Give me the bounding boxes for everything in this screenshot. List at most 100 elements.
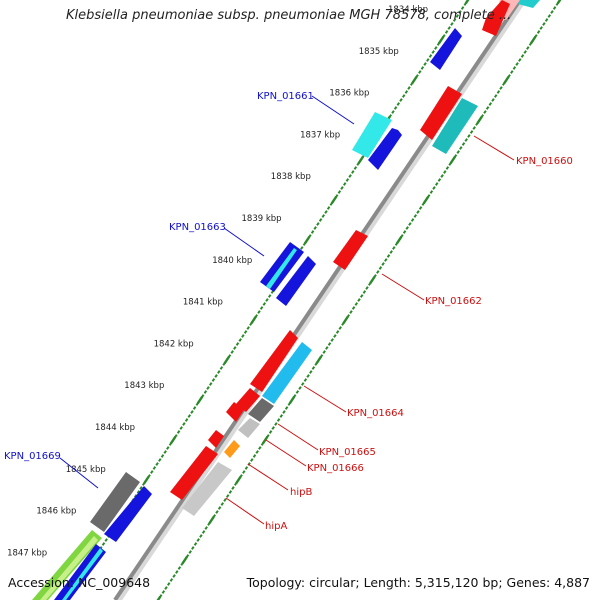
inner-ring-tick bbox=[449, 156, 456, 164]
outer-ring-tick bbox=[150, 470, 154, 474]
leader-kpn01664 bbox=[303, 385, 347, 413]
tick-label: 1846 kbp bbox=[36, 507, 76, 517]
gene-blue-01663b[interactable] bbox=[276, 256, 316, 306]
gene-kpn01660[interactable] bbox=[420, 86, 462, 140]
inner-ring-tick bbox=[402, 230, 407, 234]
inner-ring-tick bbox=[217, 506, 222, 510]
inner-ring-tick bbox=[284, 406, 289, 410]
inner-ring-tick bbox=[327, 342, 332, 346]
leader-hipA bbox=[225, 497, 265, 525]
tick-label: 1835 kbp bbox=[359, 47, 399, 57]
gene-red-hipb-b[interactable] bbox=[170, 446, 218, 500]
gene-red-hipb-a[interactable] bbox=[208, 430, 224, 448]
outer-ring-tick bbox=[152, 466, 157, 470]
gene-hipA[interactable] bbox=[182, 462, 232, 516]
inner-ring-tick bbox=[467, 134, 471, 138]
label-kpn01664[interactable]: KPN_01664 bbox=[347, 408, 404, 419]
inner-ring-tick bbox=[172, 574, 176, 578]
leader-kpn01669 bbox=[59, 457, 99, 489]
inner-ring-tick bbox=[215, 510, 219, 514]
outer-ring-tick bbox=[182, 422, 186, 426]
gene-kpn01663-cyan[interactable] bbox=[266, 248, 297, 289]
inner-ring-tick bbox=[445, 166, 450, 170]
outer-ring-tick bbox=[176, 430, 181, 434]
inner-ring-tick bbox=[242, 470, 246, 474]
inner-ring-tick bbox=[255, 450, 259, 454]
outer-ring-tick bbox=[438, 36, 445, 44]
label-kpn01669[interactable]: KPN_01669 bbox=[4, 451, 61, 462]
label-kpn01661[interactable]: KPN_01661 bbox=[257, 91, 314, 102]
gene-kpn01662[interactable] bbox=[333, 230, 368, 270]
outer-ring-tick bbox=[329, 202, 334, 206]
outer-ring-tick bbox=[337, 190, 342, 194]
gene-red-small-b[interactable] bbox=[236, 388, 260, 412]
leader-kpn01661 bbox=[311, 95, 355, 125]
tick-label: 1843 kbp bbox=[124, 381, 164, 391]
outer-ring-tick bbox=[434, 46, 438, 50]
inner-ring-tick bbox=[542, 22, 546, 26]
gene-kpn01665[interactable] bbox=[248, 398, 274, 422]
gene-blue-01661b[interactable] bbox=[368, 128, 402, 170]
inner-ring-tick bbox=[252, 454, 257, 458]
label-hipA[interactable]: hipA bbox=[265, 521, 287, 532]
accession-text: Accession: NC_009648 bbox=[8, 575, 151, 590]
inner-ring-tick bbox=[396, 236, 403, 244]
outer-ring-tick bbox=[187, 414, 192, 418]
leader-kpn01660 bbox=[473, 135, 515, 161]
inner-ring-tick bbox=[443, 170, 447, 174]
tick-label: 1836 kbp bbox=[329, 89, 369, 99]
label-hipB[interactable]: hipB bbox=[290, 487, 312, 498]
inner-ring-tick bbox=[303, 378, 308, 382]
gene-hipB[interactable] bbox=[224, 440, 240, 458]
inner-ring-tick bbox=[311, 366, 316, 370]
gene-blue-top[interactable] bbox=[430, 28, 462, 70]
outer-ring-tick bbox=[356, 162, 360, 166]
gene-kpn01661[interactable] bbox=[352, 112, 392, 158]
inner-ring-tick bbox=[225, 494, 230, 498]
outer-ring-tick bbox=[217, 370, 221, 374]
inner-ring-tick bbox=[335, 330, 340, 334]
outer-ring-tick bbox=[426, 58, 430, 62]
outer-ring-tick bbox=[257, 310, 261, 314]
gene-red-01664[interactable] bbox=[250, 330, 298, 392]
gene-cyan-1847[interactable] bbox=[62, 548, 103, 600]
outer-ring-tick bbox=[409, 82, 414, 86]
gene-green-1847b[interactable] bbox=[40, 536, 98, 600]
inner-ring-tick bbox=[244, 466, 249, 470]
inner-ring-tick bbox=[309, 370, 313, 374]
outer-ring-tick bbox=[420, 66, 425, 70]
inner-ring-tick bbox=[544, 18, 549, 22]
leader-kpn01665 bbox=[277, 423, 319, 451]
outer-ring-tick bbox=[458, 10, 462, 14]
inner-ring-tick bbox=[421, 202, 426, 206]
outer-ring-tick bbox=[195, 402, 200, 406]
gene-blue-01669b[interactable] bbox=[104, 486, 152, 542]
gene-red-top[interactable] bbox=[482, 0, 510, 36]
outer-ring-tick bbox=[463, 2, 468, 6]
outer-ring-tick bbox=[300, 246, 304, 250]
outer-ring-tick bbox=[407, 86, 411, 90]
gene-kpn01664[interactable] bbox=[262, 342, 312, 404]
outer-ring-tick bbox=[353, 166, 358, 170]
inner-ring-tick bbox=[552, 6, 557, 10]
outer-ring-tick bbox=[436, 42, 441, 46]
label-kpn01666[interactable]: KPN_01666 bbox=[307, 463, 364, 474]
label-kpn01663[interactable]: KPN_01663 bbox=[169, 222, 226, 233]
outer-ring-tick bbox=[192, 406, 197, 410]
gene-kpn01666[interactable] bbox=[238, 418, 260, 438]
gene-red-small-a[interactable] bbox=[226, 402, 244, 422]
gene-kpn01669[interactable] bbox=[90, 472, 140, 532]
label-kpn01662[interactable]: KPN_01662 bbox=[425, 296, 482, 307]
inner-ring-tick bbox=[322, 350, 326, 354]
gene-cyan-top[interactable] bbox=[518, 0, 540, 8]
label-kpn01660[interactable]: KPN_01660 bbox=[516, 156, 573, 167]
gene-kpn01660-teal[interactable] bbox=[432, 98, 478, 154]
inner-ring-tick bbox=[180, 562, 184, 566]
outer-ring-tick bbox=[431, 50, 435, 54]
outer-ring-tick bbox=[393, 106, 398, 110]
inner-ring-tick bbox=[228, 490, 233, 494]
outer-ring-tick bbox=[246, 326, 250, 330]
outer-ring-tick bbox=[391, 110, 395, 114]
inner-ring-tick bbox=[279, 414, 284, 418]
label-kpn01665[interactable]: KPN_01665 bbox=[319, 447, 376, 458]
